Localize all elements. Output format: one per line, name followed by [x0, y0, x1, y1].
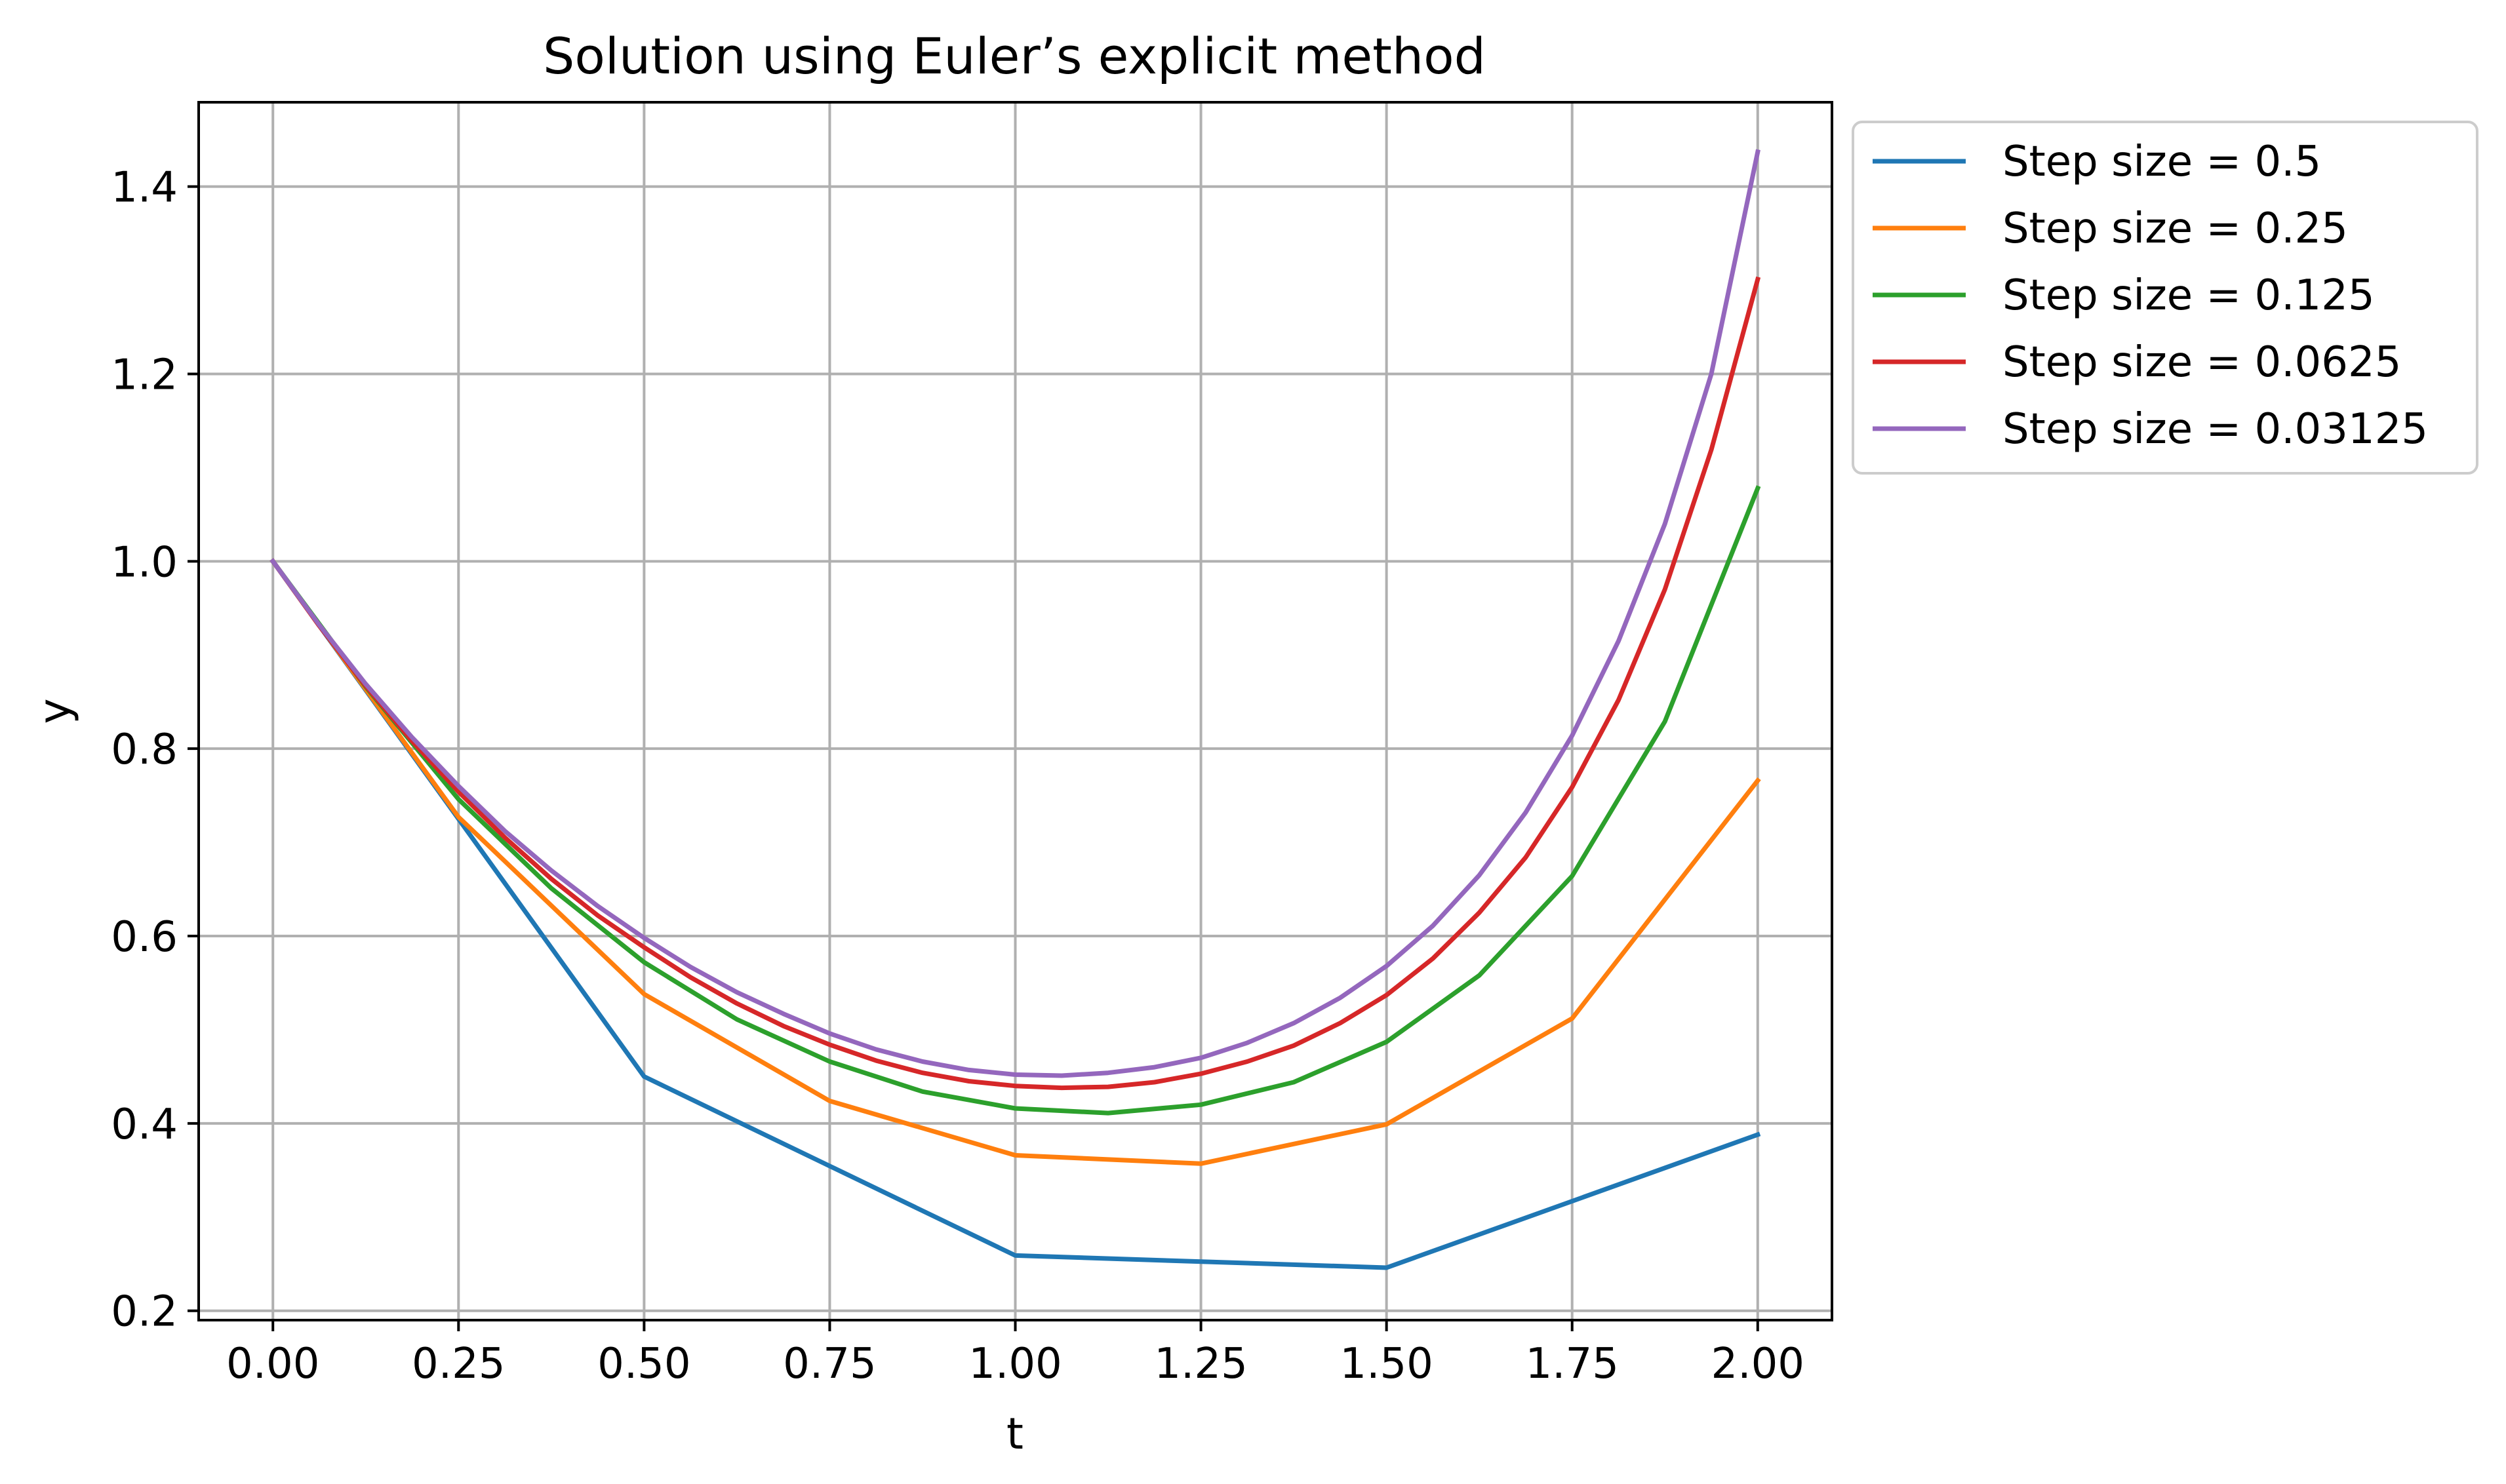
series-line-4: [269, 149, 1760, 1078]
y-tick-label: 0.6: [111, 913, 178, 962]
x-tick-label: 0.00: [226, 1340, 320, 1388]
axis-ticks: 0.00 0.25 0.50 0.75 1.00 1.25 1.50 1.75 2.00 0.2 0…: [111, 164, 1804, 1388]
legend-label-3: Step size = 0.0625: [2002, 338, 2401, 387]
y-tick-label: 0.2: [111, 1288, 178, 1337]
grid: [199, 102, 1832, 1320]
series-line-2: [269, 485, 1761, 1116]
series-lines: [269, 149, 1761, 1270]
x-tick-label: 0.75: [783, 1340, 877, 1388]
y-axis-label: y: [30, 698, 80, 724]
x-tick-label: 1.75: [1525, 1340, 1619, 1388]
legend-label-1: Step size = 0.25: [2002, 205, 2348, 253]
y-tick-label: 1.0: [111, 538, 178, 587]
x-tick-label: 1.00: [968, 1340, 1062, 1388]
legend-label-0: Step size = 0.5: [2002, 138, 2321, 186]
x-tick-label: 2.00: [1711, 1340, 1805, 1388]
series-line-3: [269, 276, 1761, 1091]
legend-box: [1852, 121, 2478, 475]
x-axis-label: t: [1006, 1409, 1024, 1459]
y-tick-label: 1.2: [111, 351, 178, 399]
y-tick-label: 1.4: [111, 164, 178, 212]
y-tick-label: 0.4: [111, 1101, 178, 1149]
x-tick-label: 1.25: [1154, 1340, 1248, 1388]
x-tick-label: 0.50: [597, 1340, 691, 1388]
legend-label-2: Step size = 0.125: [2002, 271, 2375, 320]
series-line-1: [269, 558, 1761, 1166]
series-line-0: [269, 558, 1761, 1270]
legend: Step size = 0.5 Step size = 0.25 Step size…: [1852, 121, 2478, 475]
x-tick-label: 0.25: [412, 1340, 506, 1388]
chart-title: Solution using Euler’s explicit method: [543, 27, 1486, 85]
x-tick-label: 1.50: [1340, 1340, 1433, 1388]
y-tick-label: 0.8: [111, 726, 178, 774]
legend-label-4: Step size = 0.03125: [2002, 405, 2428, 454]
